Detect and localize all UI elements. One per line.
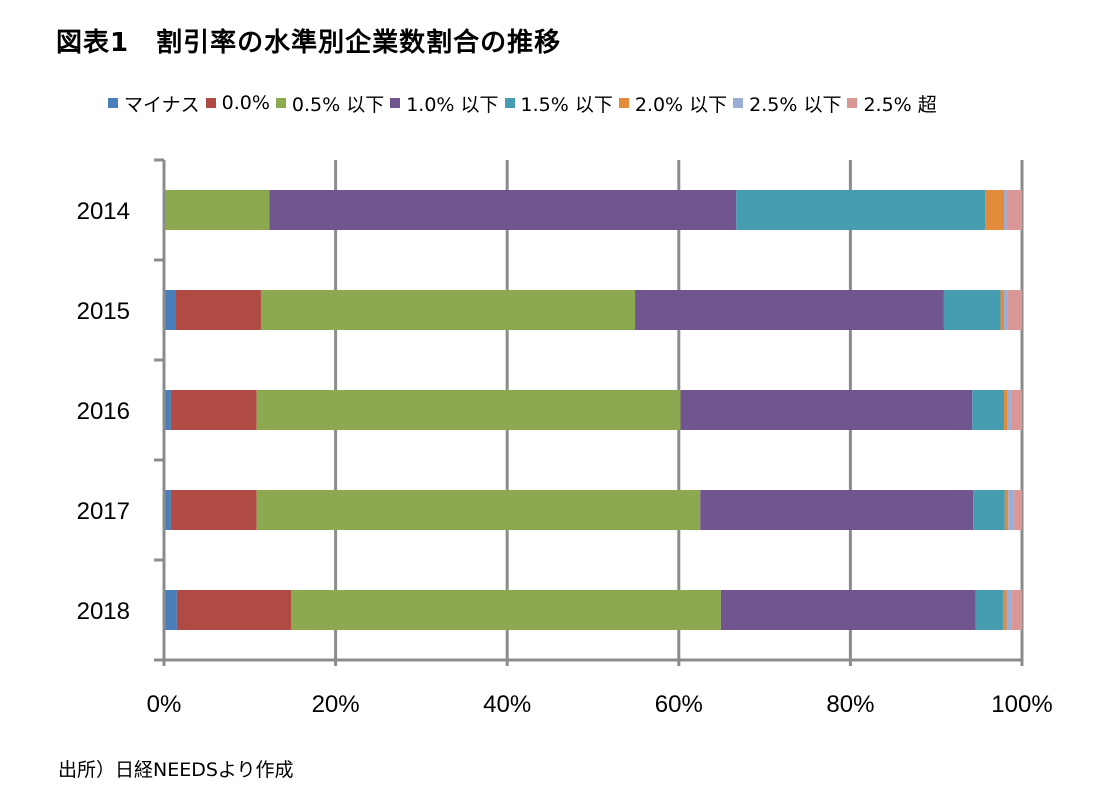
bar-segment (260, 290, 636, 330)
x-tick-label: 60% (655, 691, 703, 718)
legend-item: 0.5% 以下 (275, 90, 385, 117)
y-tick-label: 2014 (77, 198, 130, 225)
bar-segment (256, 390, 681, 430)
legend-label: 2.0% 以下 (634, 93, 728, 116)
legend-label: 0.5% 以下 (291, 93, 385, 116)
legend-swatch (504, 98, 515, 108)
legend-item: 0.0% (205, 92, 270, 114)
x-tick-label: 100% (991, 691, 1052, 718)
bar-segment (164, 290, 176, 330)
bar-segment (1004, 490, 1009, 530)
bar-segment (164, 490, 171, 530)
x-tick-label: 20% (312, 691, 360, 718)
legend-swatch (275, 98, 286, 108)
source-note: 出所）日経NEEDSより作成 (58, 759, 294, 781)
bar-segment (736, 190, 986, 230)
legend-label: 2.5% 超 (863, 93, 937, 116)
bar-segment (720, 590, 976, 630)
legend-label: マイナス (124, 93, 200, 116)
y-tick-label: 2017 (77, 498, 130, 525)
chart-legend: マイナス 0.0% 0.5% 以下 1.0% 以下 1.5% 以下 2.0% 以下 2.5%… (108, 90, 943, 116)
x-tick-label: 80% (826, 691, 874, 718)
bar-segment (269, 190, 737, 230)
bar-segment (175, 290, 261, 330)
bar-segment (1003, 590, 1007, 630)
legend-swatch (618, 98, 629, 108)
bar-segment (170, 390, 257, 430)
legend-swatch (390, 98, 401, 108)
bar-segment (1007, 290, 1022, 330)
bar-segment (1003, 290, 1008, 330)
legend-label: 0.0% (221, 92, 270, 114)
chart-title: 図表1 割引率の水準別企業数割合の推移 (56, 28, 562, 58)
bar-segment (972, 390, 1004, 430)
bar-segment (700, 490, 974, 530)
bar-segment (164, 390, 171, 430)
legend-item: 1.0% 以下 (390, 90, 499, 117)
y-tick-label: 2015 (77, 298, 130, 325)
bar-segment (290, 590, 721, 630)
legend-item: 2.5% 超 (847, 90, 937, 117)
legend-item: マイナス (108, 90, 200, 117)
legend-swatch (847, 98, 858, 108)
legend-item: 2.0% 以下 (618, 90, 728, 117)
y-tick-label: 2016 (77, 398, 130, 425)
bar-segment (1003, 190, 1007, 230)
legend-swatch (733, 98, 744, 108)
bar-segment (985, 190, 1004, 230)
bar-segment (176, 590, 291, 630)
bar-segment (256, 490, 701, 530)
bar-segment (1003, 390, 1008, 430)
y-tick-label: 2018 (77, 598, 130, 625)
bar-segment (635, 290, 944, 330)
bar-segment (973, 490, 1005, 530)
bar-segment (1007, 390, 1011, 430)
bar-segment (975, 590, 1004, 630)
legend-label: 1.0% 以下 (406, 93, 499, 116)
bar-segment (943, 290, 1001, 330)
x-tick-label: 0% (147, 691, 182, 718)
bar-segment (1011, 590, 1022, 630)
legend-item: 1.5% 以下 (504, 90, 613, 117)
bar-segment (1014, 490, 1022, 530)
bar-segment (1000, 290, 1004, 330)
bar-segment (1008, 490, 1015, 530)
bar-segment (170, 490, 257, 530)
x-tick-label: 40% (483, 691, 531, 718)
bar-segment (1006, 590, 1012, 630)
legend-label: 1.5% 以下 (520, 93, 613, 116)
bar-segment (1006, 190, 1022, 230)
bar-segment (164, 190, 270, 230)
bar-segment (164, 590, 177, 630)
bar-segment (680, 390, 973, 430)
legend-swatch (205, 98, 216, 108)
legend-item: 2.5% 以下 (733, 90, 841, 117)
legend-swatch (108, 98, 118, 108)
legend-label: 2.5% 以下 (749, 93, 842, 116)
bar-segment (1010, 390, 1022, 430)
